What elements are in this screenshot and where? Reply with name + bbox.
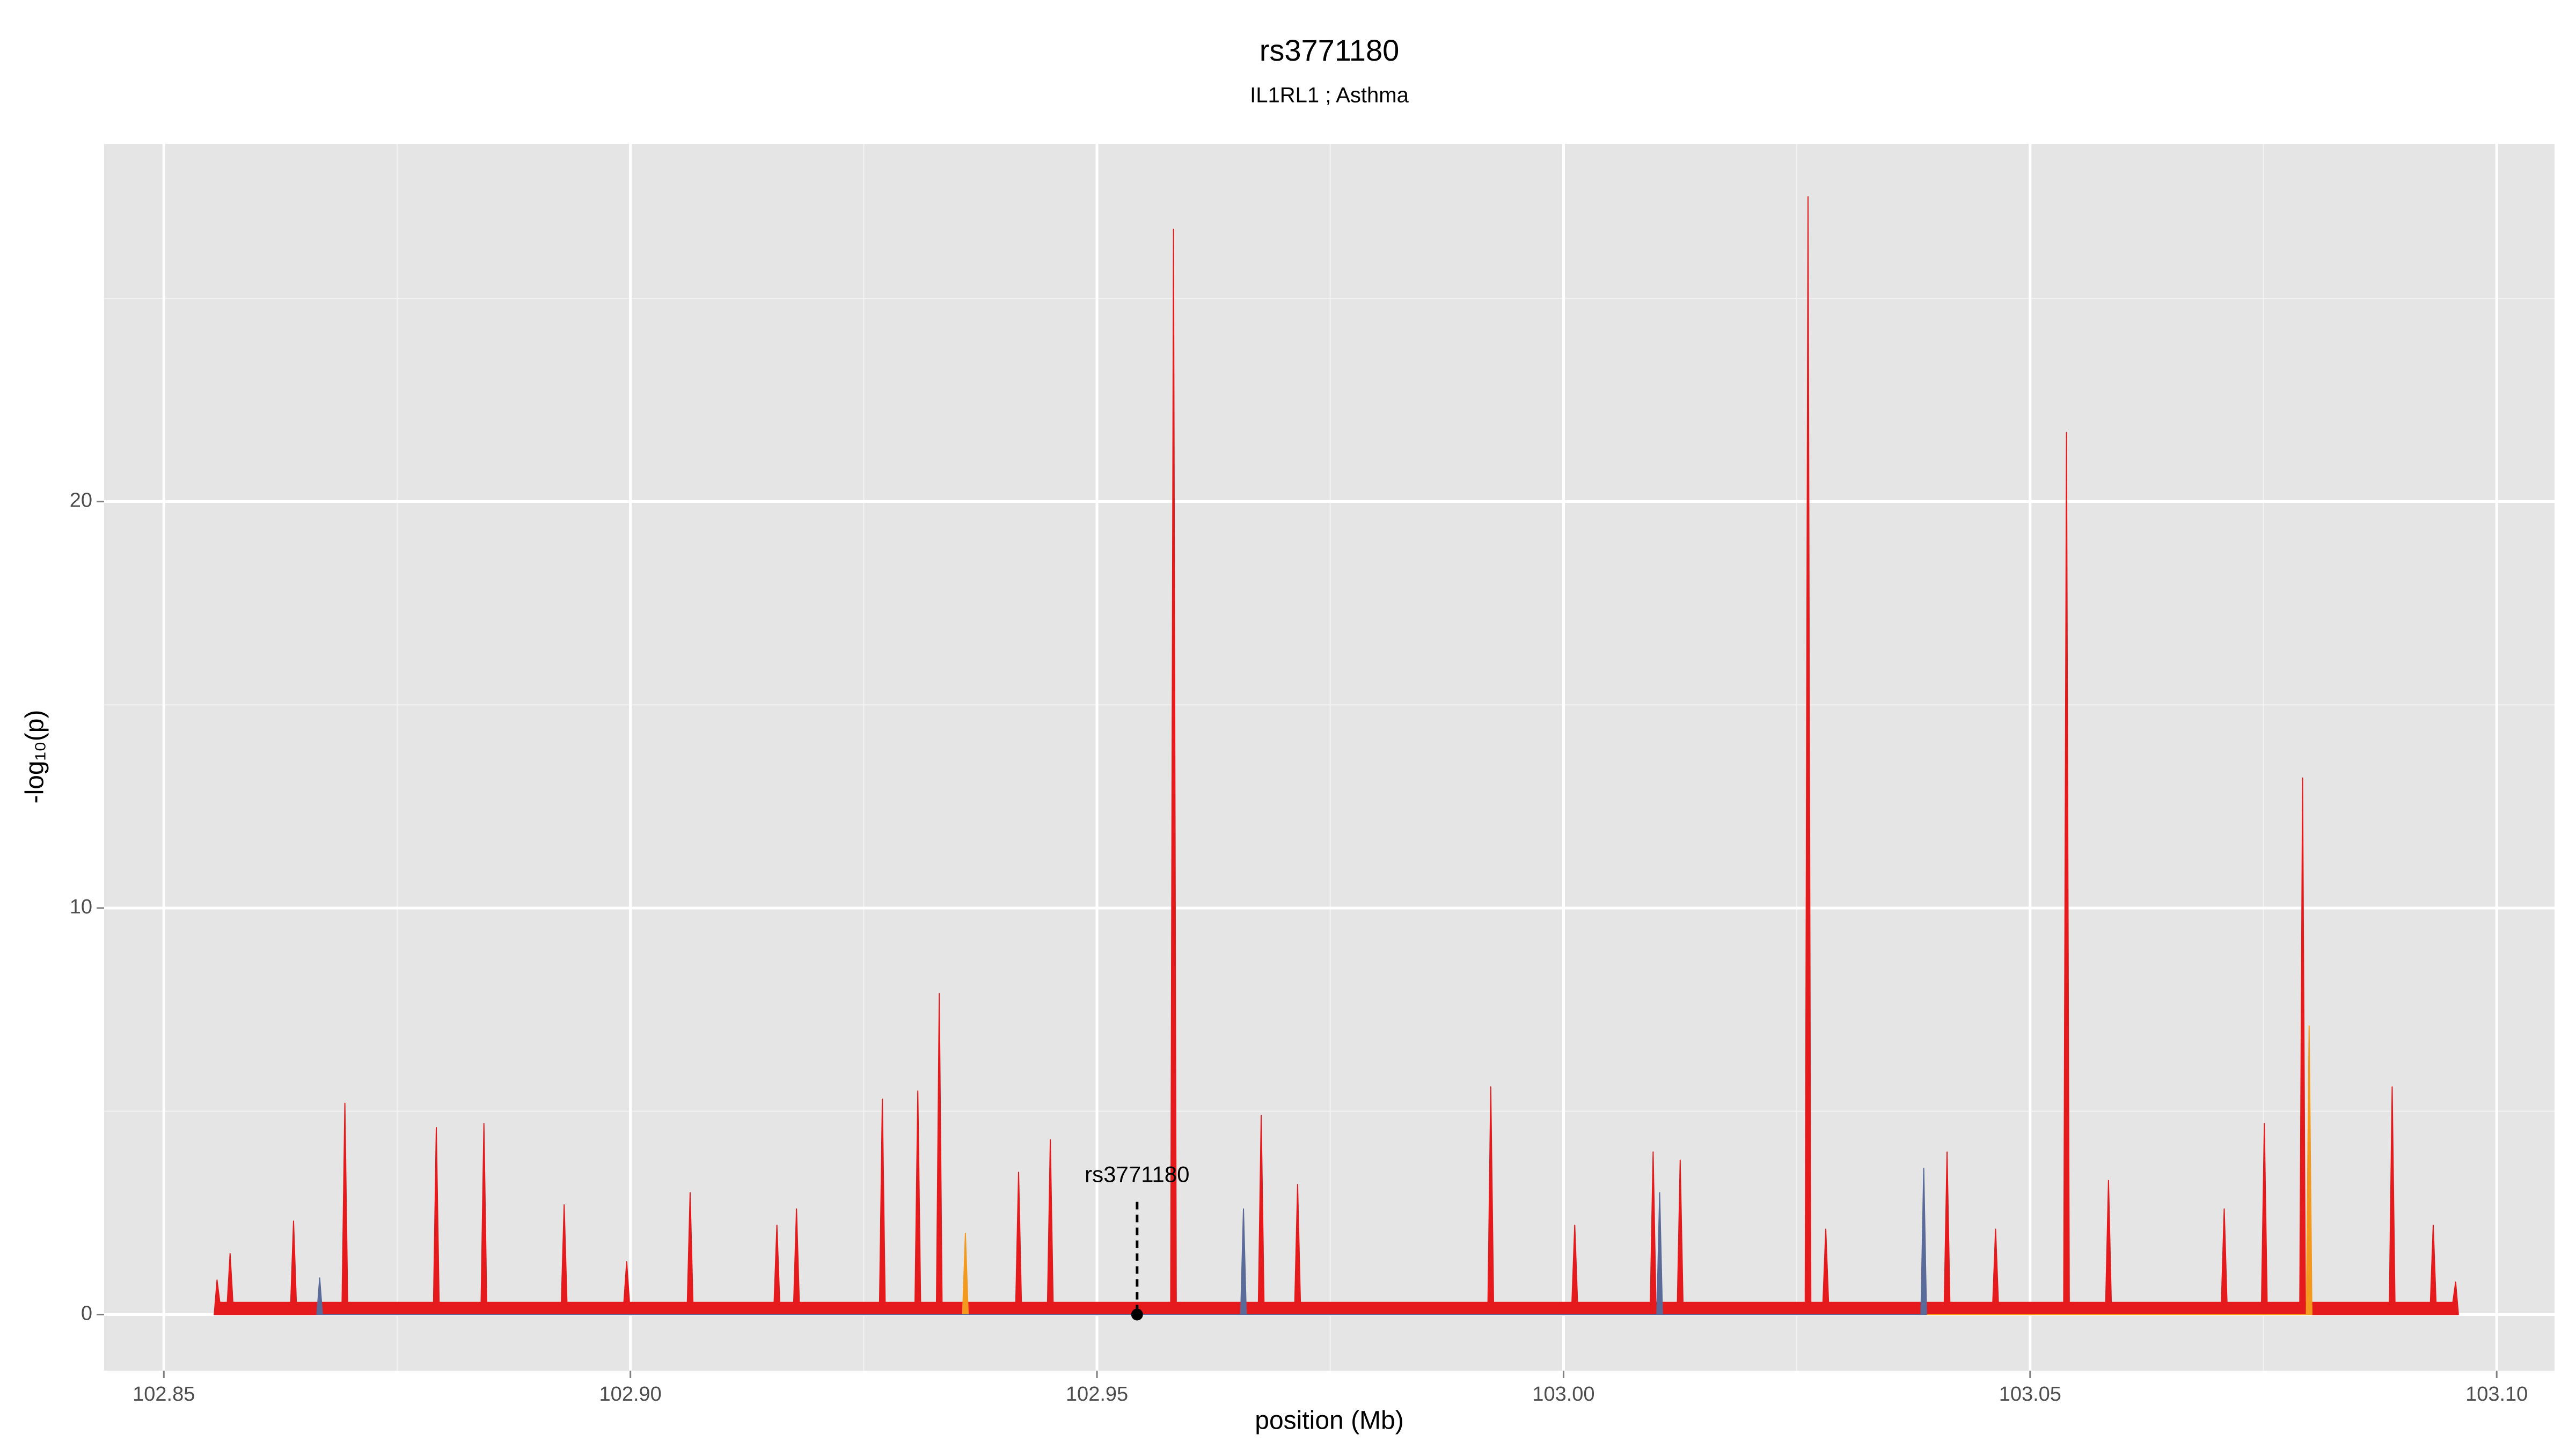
- area-series: [316, 1167, 1927, 1315]
- x-tick-label: 102.95: [1066, 1383, 1128, 1406]
- y-axis-title: -log₁₀(p): [21, 710, 49, 804]
- chart-title: rs3771180: [1260, 33, 1400, 67]
- x-tick-label: 103.00: [1532, 1383, 1594, 1406]
- y-tick-label: 20: [70, 489, 92, 512]
- plot-background: [104, 144, 2555, 1371]
- annotation-label: rs3771180: [1085, 1162, 1189, 1187]
- x-tick-label: 103.05: [1999, 1383, 2061, 1406]
- area-series: [214, 196, 2459, 1315]
- x-tick-label: 103.10: [2465, 1383, 2528, 1406]
- grid: [104, 144, 2555, 1371]
- chart-subtitle: IL1RL1 ; Asthma: [1250, 84, 1409, 107]
- x-tick-label: 102.90: [599, 1383, 662, 1406]
- x-tick-label: 102.85: [133, 1383, 195, 1406]
- y-tick-label: 10: [70, 896, 92, 918]
- area-series: [962, 1025, 2312, 1315]
- y-tick-label: 0: [81, 1302, 92, 1325]
- annotation-point: [1131, 1308, 1143, 1321]
- x-axis-title: position (Mb): [1255, 1407, 1403, 1435]
